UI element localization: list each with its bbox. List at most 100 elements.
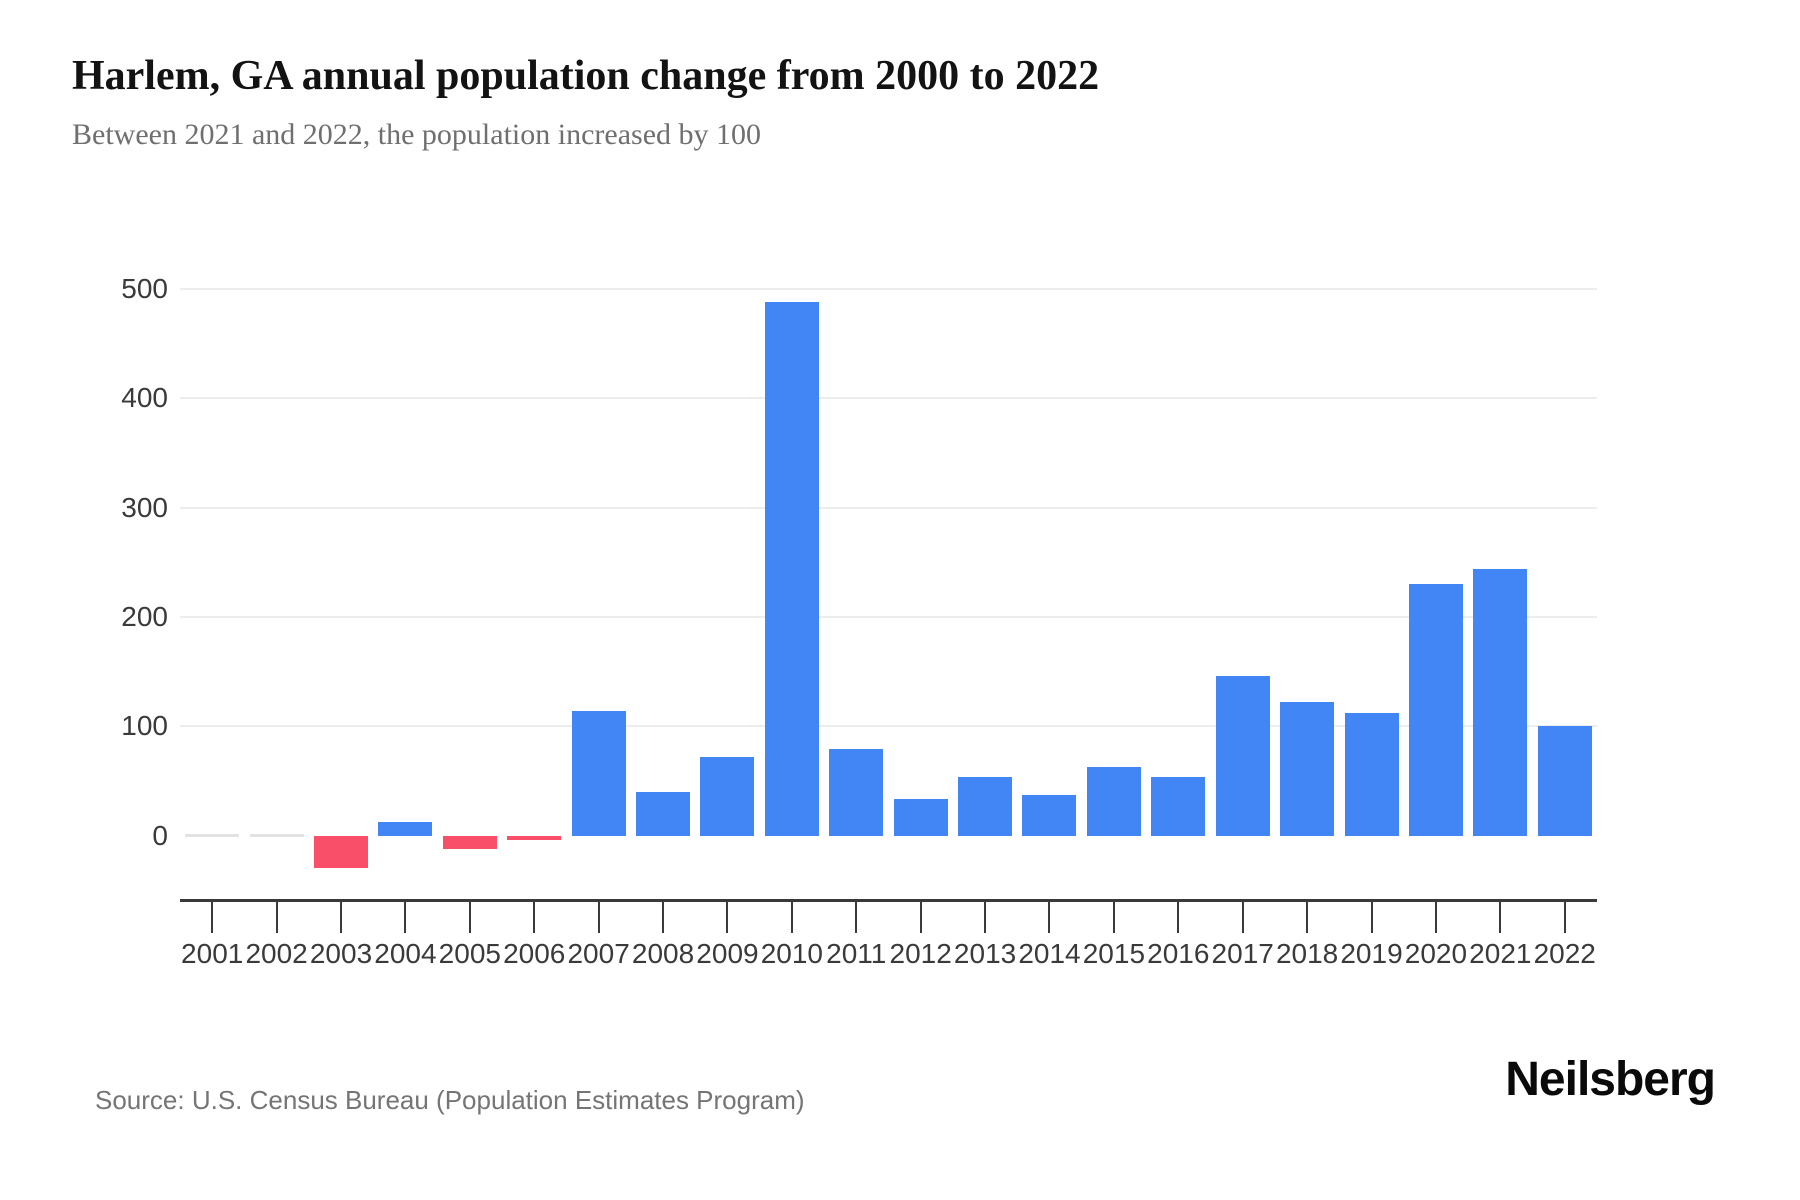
x-tick-label-2004: 2004 <box>374 938 437 969</box>
x-tick-slot-2004 <box>373 902 437 933</box>
y-tick-label-100: 100 <box>121 710 168 742</box>
x-tick-label-2005: 2005 <box>438 938 501 969</box>
bar-2015 <box>1086 766 1141 836</box>
x-tick-slot-2001 <box>180 902 244 933</box>
x-tick-slot-2012 <box>888 902 952 933</box>
bar-chart: 0 100 200 300 400 500 2001 2002 2003 2004 2005 200… <box>100 232 1597 972</box>
bar-slot-2008 <box>631 232 695 899</box>
y-tick-label-300: 300 <box>121 491 168 523</box>
x-tick-label-2003: 2003 <box>309 938 373 969</box>
x-tick-slot-2003 <box>309 902 373 933</box>
x-tick-label-2013: 2013 <box>953 938 1017 969</box>
x-tick-slot-2018 <box>1275 902 1339 933</box>
y-axis-labels: 0 100 200 300 400 500 <box>100 232 168 899</box>
x-tick-slot-2014 <box>1017 902 1081 933</box>
page-title: Harlem, GA annual population change from… <box>72 53 1100 99</box>
bar-slot-2018 <box>1275 232 1339 899</box>
x-tick-2006 <box>533 902 536 933</box>
x-tick-label-2014: 2014 <box>1018 938 1081 969</box>
x-tick-label-2019: 2019 <box>1340 938 1403 969</box>
bar-2004 <box>378 822 433 836</box>
bar-2022 <box>1537 726 1592 836</box>
bar-slot-2009 <box>695 232 759 899</box>
brand-logo: Neilsberg <box>1505 1053 1716 1106</box>
bar-2016 <box>1151 776 1206 836</box>
bar-2007 <box>571 710 626 836</box>
y-tick-label-500: 500 <box>121 272 168 304</box>
x-tick-label-2015: 2015 <box>1082 938 1146 969</box>
bar-slot-2019 <box>1339 232 1403 899</box>
bar-slot-2022 <box>1533 232 1597 899</box>
x-tick-slot-2017 <box>1211 902 1275 933</box>
bar-2012 <box>893 799 948 836</box>
x-tick-2007 <box>597 902 600 933</box>
x-tick-slot-2009 <box>695 902 759 933</box>
y-tick-label-0: 0 <box>152 819 168 851</box>
x-tick-2016 <box>1177 902 1180 933</box>
x-tick-slot-2020 <box>1404 902 1468 933</box>
x-tick-label-2021: 2021 <box>1469 938 1532 969</box>
x-axis-labels: 2001 2002 2003 2004 2005 2006 2007 2008 2009 2010… <box>180 938 1597 970</box>
gridline-400 <box>180 397 1597 400</box>
x-tick-slot-2019 <box>1339 902 1403 933</box>
x-tick-label-2022: 2022 <box>1533 938 1596 969</box>
x-tick-2019 <box>1370 902 1373 933</box>
x-tick-slot-2007 <box>566 902 630 933</box>
x-tick-2009 <box>726 902 729 933</box>
x-tick-slot-2002 <box>244 902 308 933</box>
x-tick-2022 <box>1563 902 1566 933</box>
bar-2001 <box>185 834 240 838</box>
bar-2005 <box>442 835 497 849</box>
x-tick-slot-2021 <box>1468 902 1532 933</box>
x-tick-label-2012: 2012 <box>889 938 952 969</box>
bar-2008 <box>636 791 691 836</box>
y-tick-label-200: 200 <box>121 600 168 632</box>
x-tick-2011 <box>855 902 858 933</box>
x-tick-slot-2022 <box>1533 902 1597 933</box>
bar-2003 <box>314 835 369 869</box>
bar-2009 <box>700 756 755 836</box>
x-tick-label-2017: 2017 <box>1211 938 1274 969</box>
bar-slot-2016 <box>1146 232 1210 899</box>
bar-2014 <box>1022 795 1077 836</box>
x-tick-label-2007: 2007 <box>567 938 630 969</box>
x-tick-2013 <box>984 902 987 933</box>
bar-slot-2015 <box>1082 232 1146 899</box>
x-tick-2018 <box>1306 902 1309 933</box>
x-tick-slot-2011 <box>824 902 888 933</box>
x-tick-label-2020: 2020 <box>1404 938 1468 969</box>
x-tick-label-2016: 2016 <box>1147 938 1210 969</box>
x-tick-2012 <box>919 902 922 933</box>
x-tick-label-2002: 2002 <box>245 938 308 969</box>
bar-2017 <box>1215 675 1270 836</box>
x-tick-slot-2015 <box>1082 902 1146 933</box>
x-tick-label-2009: 2009 <box>696 938 759 969</box>
bar-2021 <box>1473 568 1528 836</box>
bar-slot-2003 <box>309 232 373 899</box>
x-tick-label-2010: 2010 <box>760 938 823 969</box>
bar-slot-2010 <box>760 232 824 899</box>
gridline-300 <box>180 506 1597 509</box>
bar-slot-2013 <box>953 232 1017 899</box>
x-tick-label-2001: 2001 <box>181 938 244 969</box>
x-tick-2020 <box>1434 902 1437 933</box>
x-tick-2002 <box>275 902 278 933</box>
bar-slot-2020 <box>1404 232 1468 899</box>
gridline-500 <box>180 287 1597 290</box>
bar-2011 <box>829 749 884 836</box>
bar-slot-2004 <box>373 232 437 899</box>
bar-slot-2001 <box>180 232 244 899</box>
bar-2019 <box>1344 713 1399 836</box>
x-axis-ticks <box>180 902 1597 933</box>
bar-slots <box>180 232 1597 899</box>
x-tick-2005 <box>468 902 471 933</box>
x-tick-label-2018: 2018 <box>1275 938 1339 969</box>
bar-slot-2017 <box>1211 232 1275 899</box>
x-tick-label-2011: 2011 <box>826 938 887 969</box>
x-tick-label-2006: 2006 <box>503 938 566 969</box>
x-tick-slot-2005 <box>438 902 502 933</box>
bar-slot-2005 <box>438 232 502 899</box>
bar-slot-2021 <box>1468 232 1532 899</box>
y-tick-label-400: 400 <box>121 382 168 414</box>
x-tick-2014 <box>1048 902 1051 933</box>
